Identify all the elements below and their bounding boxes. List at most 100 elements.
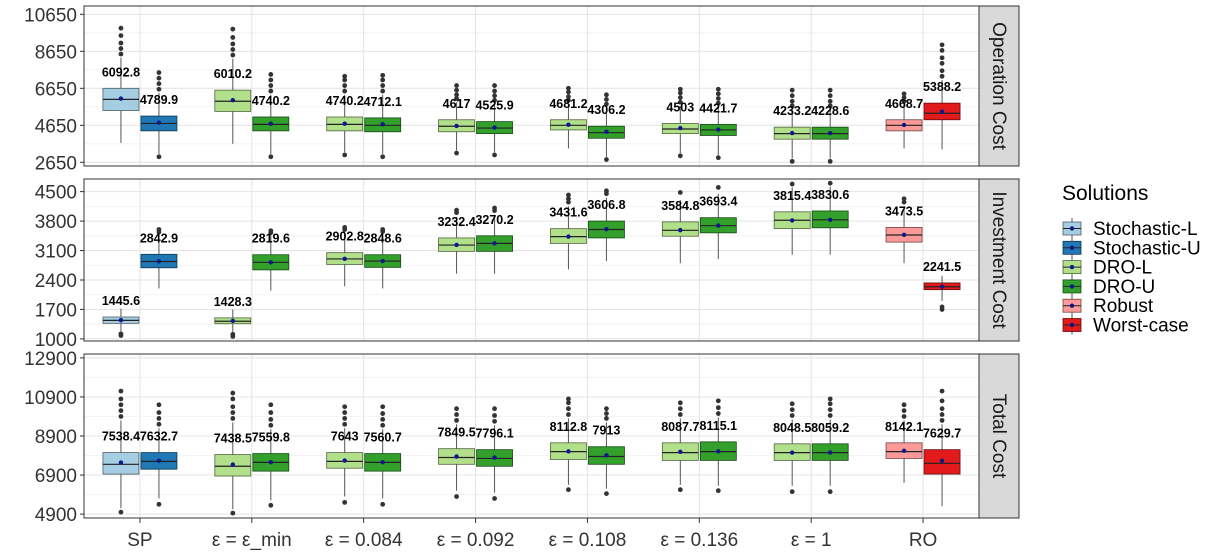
box-dro-l: 7643 [326,404,364,505]
box-dro-l: 4617 [438,83,475,156]
mean-point [380,258,385,264]
outlier-point [677,400,683,406]
outlier-point [118,414,124,419]
box-dro-u: 4712.1 [364,72,402,160]
outlier-point [901,196,907,202]
legend-mean-point [1069,284,1075,289]
mean-point [156,259,162,264]
mean-point [716,449,721,454]
outlier-point [604,416,609,421]
outlier-point [156,154,162,160]
outlier-point [268,83,274,88]
outlier-point [118,46,124,51]
outlier-point [118,388,124,394]
data-label: 4668.7 [885,97,923,111]
outlier-point [230,331,236,337]
mean-point [604,129,609,134]
mean-point [566,122,571,127]
outlier-point [939,42,945,48]
outlier-point [677,99,683,105]
outlier-point [342,83,348,88]
data-label: 7913 [593,424,621,438]
box-dro-u: 4421.7 [699,86,737,161]
mean-point [716,223,721,228]
mean-point [342,458,347,463]
box-dro-l: 4681.2 [549,85,588,149]
box-dro-u: 4525.9 [475,83,514,158]
outlier-point [492,152,497,158]
legend: Solutions Stochastic-LStochastic-UDRO-LD… [1062,182,1201,337]
data-label: 1445.6 [102,294,140,308]
outlier-point [939,417,945,423]
outlier-point [789,87,795,93]
legend-item-stochastic-u: Stochastic-U [1062,237,1201,259]
box-dro-u: 7560.7 [364,404,402,507]
outlier-point [827,396,833,402]
outlier-point [566,487,571,493]
outlier-point [827,180,833,186]
outlier-point [901,414,907,419]
legend-item-dro-u: DRO-U [1062,275,1155,298]
data-label: 8142.1 [885,420,923,434]
outlier-point [454,87,459,93]
box-dro-l: 7849.5 [437,406,476,499]
outlier-point [156,75,162,81]
y-tick-label: 6900 [35,466,77,487]
outlier-point [566,94,571,100]
data-label: 7796.1 [475,427,513,441]
box-dro-u: 7559.8 [252,402,290,508]
box-dro-u: 4306.2 [587,92,626,162]
box-dro-u: 3830.6 [811,180,849,255]
outlier-point [230,410,236,415]
mean-point [268,121,274,126]
legend-mean-point [1069,245,1075,250]
outlier-point [566,412,571,417]
outlier-point [268,154,274,160]
data-label: 3431.6 [549,206,587,220]
y-tick-label: 4900 [35,505,77,526]
mean-point [604,453,609,458]
outlier-point [677,487,683,493]
outlier-point [939,304,945,310]
outlier-point [156,416,162,421]
outlier-point [939,398,945,404]
y-tick-label: 8900 [35,427,77,448]
y-tick-label: 1700 [35,300,77,321]
mean-point [827,450,833,455]
y-tick-label: 2650 [35,153,77,174]
box-stochastic-l: 1445.6 [102,294,140,338]
outlier-point [454,96,459,101]
data-label: 3830.6 [811,188,849,202]
outlier-point [715,91,721,97]
outlier-point [901,408,907,414]
mean-point [156,458,162,463]
data-label: 7559.8 [252,431,290,445]
panel-background [84,179,979,341]
outlier-point [677,86,683,92]
outlier-point [156,501,162,507]
data-label: 3693.4 [699,195,737,209]
outlier-point [230,390,236,396]
outlier-point [827,489,833,495]
outlier-point [492,205,497,211]
y-tick-label: 6650 [35,79,77,100]
outlier-point [230,35,236,40]
outlier-point [156,421,162,427]
data-label: 6092.8 [102,65,140,79]
y-tick-label: 3100 [35,242,77,263]
outlier-point [268,228,274,234]
x-tick-label: ε = 0.084 [325,530,403,551]
outlier-point [715,488,721,494]
outlier-point [342,152,348,158]
outlier-point [342,410,348,415]
legend-label: DRO-U [1093,277,1155,298]
outlier-point [380,154,386,160]
mean-point [789,450,795,455]
strip-background [978,353,1020,519]
box-worst-case: 5388.2 [923,42,961,150]
outlier-point [156,227,162,232]
outlier-point [604,101,609,107]
outlier-point [566,396,571,402]
data-label: 4306.2 [587,103,625,117]
y-tick-label: 4500 [35,183,77,204]
